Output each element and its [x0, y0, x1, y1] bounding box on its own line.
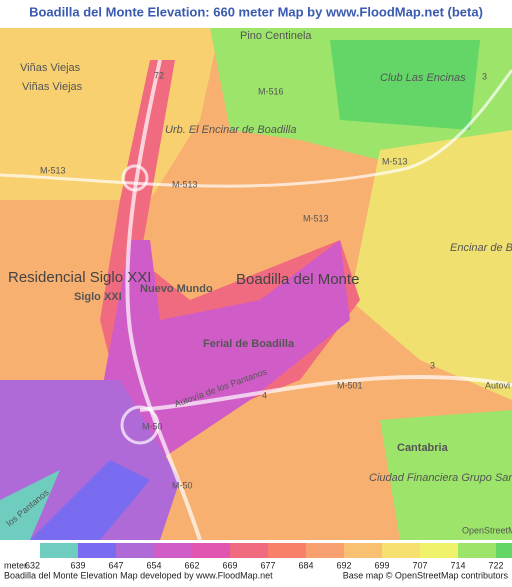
- legend-swatch: [306, 543, 344, 558]
- legend-unit: meter: [4, 560, 27, 570]
- legend-value: 684: [298, 560, 313, 570]
- road-label: M-50: [172, 480, 193, 490]
- roundabout: [120, 405, 160, 445]
- legend-swatch: [78, 543, 116, 558]
- terrain-green-south: [380, 410, 512, 540]
- road-label: 4: [262, 390, 267, 400]
- highway: [125, 59, 202, 541]
- legend-swatch: [496, 543, 512, 558]
- legend-value: 632: [25, 560, 40, 570]
- legend-swatch: [344, 543, 382, 558]
- road-label: M-513: [40, 165, 66, 175]
- legend-value: 722: [488, 560, 503, 570]
- place-label: Siglo XXI: [74, 291, 122, 303]
- roundabout: [121, 164, 149, 192]
- legend-value: 677: [260, 560, 275, 570]
- road-label: M-516: [258, 86, 284, 96]
- road-label: M-513: [303, 213, 329, 223]
- place-label: Viñas Viejas: [22, 81, 83, 93]
- title: Boadilla del Monte Elevation: 660 meter …: [29, 4, 483, 19]
- road-label: M-50: [142, 421, 163, 431]
- place-label: Residencial Siglo XXI: [8, 269, 151, 286]
- legend-swatch: [40, 543, 78, 558]
- title-bar: [0, 0, 512, 28]
- legend-value: 707: [412, 560, 427, 570]
- legend-swatch: [154, 543, 192, 558]
- terrain-blue: [30, 460, 150, 540]
- road-label: Autovi: [485, 380, 510, 390]
- legend-swatch: [192, 543, 230, 558]
- credit: Boadilla del Monte Elevation Map develop…: [4, 570, 273, 580]
- legend-swatch: [382, 543, 420, 558]
- place-label: Cantabria: [397, 442, 449, 454]
- road-label: M-501: [337, 380, 363, 390]
- legend-swatch: [268, 543, 306, 558]
- place-label: Ciudad Financiera Grupo Santander: [369, 472, 512, 484]
- terrain-teal: [0, 470, 60, 540]
- road-autovia: [139, 374, 512, 412]
- road-label: 72: [154, 70, 164, 80]
- place-label: Nuevo Mundo: [140, 283, 213, 295]
- map: Pino Centinela Viñas Viejas Viñas Viejas…: [0, 28, 512, 541]
- legend-value: 654: [146, 560, 161, 570]
- place-label: Boadilla del Monte: [236, 271, 359, 288]
- terrain-green-dark: [330, 40, 480, 130]
- legend-value: 639: [70, 560, 85, 570]
- terrain-yellow: [350, 130, 512, 400]
- place-label: Club Las Encinas: [380, 72, 466, 84]
- legend-swatch: [458, 543, 496, 558]
- place-label: Encinar de Boad: [450, 242, 512, 254]
- road-label: 3: [482, 71, 487, 81]
- place-label: Urb. El Encinar de Boadilla: [165, 124, 296, 136]
- road-label: M-513: [382, 156, 408, 166]
- legend-value: 662: [184, 560, 199, 570]
- legend-value: 669: [222, 560, 237, 570]
- legend-swatch: [116, 543, 154, 558]
- place-label: Viñas Viejas: [20, 62, 81, 74]
- attribution: Base map © OpenStreetMap contributors: [343, 570, 509, 580]
- place-label: Ferial de Boadilla: [203, 338, 295, 350]
- osm-logo: OpenStreetMap: [462, 525, 512, 535]
- place-label: Pino Centinela: [240, 30, 312, 42]
- legend-swatch: [230, 543, 268, 558]
- terrain-pink: [100, 240, 350, 460]
- legend-value: 647: [108, 560, 123, 570]
- road-label: 3: [430, 360, 435, 370]
- legend-value: 699: [374, 560, 389, 570]
- road-label: M-513: [172, 179, 198, 189]
- legend-value: 714: [450, 560, 465, 570]
- legend-value: 692: [336, 560, 351, 570]
- legend-swatch: [420, 543, 458, 558]
- road-m513: [0, 69, 512, 188]
